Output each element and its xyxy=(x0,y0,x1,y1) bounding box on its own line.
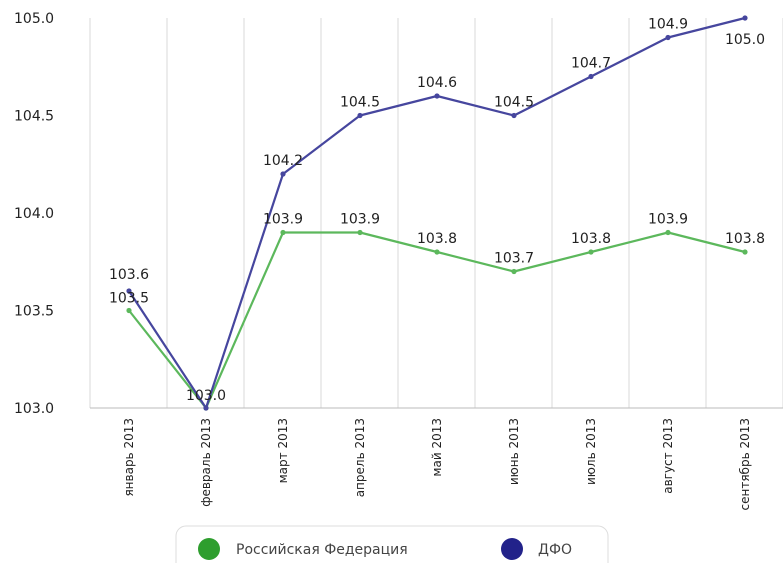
data-label: 104.5 xyxy=(494,95,534,111)
data-label: 103.5 xyxy=(109,291,149,307)
data-label: 103.0 xyxy=(186,388,226,404)
data-point xyxy=(280,229,286,236)
y-tick-label: 105.0 xyxy=(14,11,54,27)
x-tick-label: июнь 2013 xyxy=(507,418,521,485)
data-label: 104.9 xyxy=(648,17,688,33)
data-point xyxy=(665,229,671,236)
legend: Российская Федерация ДФО xyxy=(175,525,609,563)
data-point xyxy=(357,229,363,236)
grid xyxy=(89,18,783,409)
data-label: 103.9 xyxy=(340,212,380,228)
y-tick-label: 103.0 xyxy=(14,401,54,417)
data-point xyxy=(203,405,209,411)
x-tick-label: июль 2013 xyxy=(584,418,598,485)
data-point xyxy=(434,93,440,99)
data-point xyxy=(742,249,748,255)
legend-label-rf: Российская Федерация xyxy=(236,542,408,558)
data-label: 103.8 xyxy=(571,231,611,247)
y-tick-label: 103.5 xyxy=(14,304,54,320)
x-tick-label: май 2013 xyxy=(430,418,444,477)
data-point xyxy=(588,249,594,255)
data-label: 104.6 xyxy=(417,75,457,91)
data-point xyxy=(280,171,286,177)
data-label: 103.6 xyxy=(109,267,149,283)
x-tick-label: сентябрь 2013 xyxy=(738,418,752,510)
data-point xyxy=(665,34,671,41)
x-axis: январь 2013 февраль 2013 март 2013 апрель 2… xyxy=(122,418,752,510)
data-point xyxy=(126,288,132,294)
legend-label-dfo: ДФО xyxy=(538,542,572,558)
x-tick-label: март 2013 xyxy=(276,418,290,483)
y-tick-label: 104.5 xyxy=(14,109,54,125)
data-label: 103.9 xyxy=(263,212,303,228)
data-point xyxy=(357,112,363,119)
series-line-0 xyxy=(128,231,746,410)
data-point xyxy=(511,112,517,119)
x-tick-label: август 2013 xyxy=(661,418,675,494)
data-label: 103.9 xyxy=(648,212,688,228)
data-point xyxy=(588,73,594,80)
x-tick-label: февраль 2013 xyxy=(199,418,213,507)
data-label: 103.8 xyxy=(417,231,457,247)
legend-marker-dfo xyxy=(501,538,523,560)
data-label: 104.2 xyxy=(263,153,303,169)
data-point xyxy=(511,268,517,275)
data-label: 105.0 xyxy=(725,32,765,48)
data-point xyxy=(434,249,440,255)
data-labels: 103.5 103.0 103.9 103.9 103.8 103.7 103.8 103.9… xyxy=(109,17,765,405)
data-label: 103.7 xyxy=(494,251,534,267)
series-layer xyxy=(126,15,748,411)
data-point xyxy=(126,307,132,314)
x-tick-label: январь 2013 xyxy=(122,418,136,497)
x-tick-label: апрель 2013 xyxy=(353,418,367,497)
data-label: 103.8 xyxy=(725,231,765,247)
data-label: 104.7 xyxy=(571,56,611,72)
y-axis: 103.0 103.5 104.0 104.5 105.0 xyxy=(14,11,54,417)
legend-marker-rf xyxy=(198,538,220,560)
y-tick-label: 104.0 xyxy=(14,206,54,222)
legend-box xyxy=(175,525,609,563)
data-label: 104.5 xyxy=(340,95,380,111)
data-point xyxy=(742,15,748,21)
